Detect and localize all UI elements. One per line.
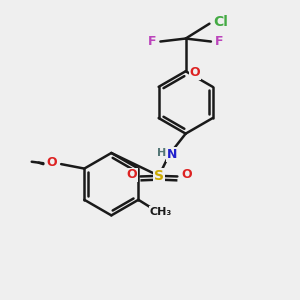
Text: H: H bbox=[157, 148, 167, 158]
Text: O: O bbox=[181, 169, 192, 182]
Text: O: O bbox=[46, 156, 57, 169]
Text: O: O bbox=[190, 66, 200, 79]
Text: S: S bbox=[154, 169, 164, 183]
Text: CH₃: CH₃ bbox=[150, 207, 172, 217]
Text: Cl: Cl bbox=[213, 15, 228, 29]
Text: F: F bbox=[215, 35, 224, 48]
Text: F: F bbox=[148, 35, 156, 48]
Text: O: O bbox=[126, 169, 137, 182]
Text: N: N bbox=[167, 148, 177, 161]
